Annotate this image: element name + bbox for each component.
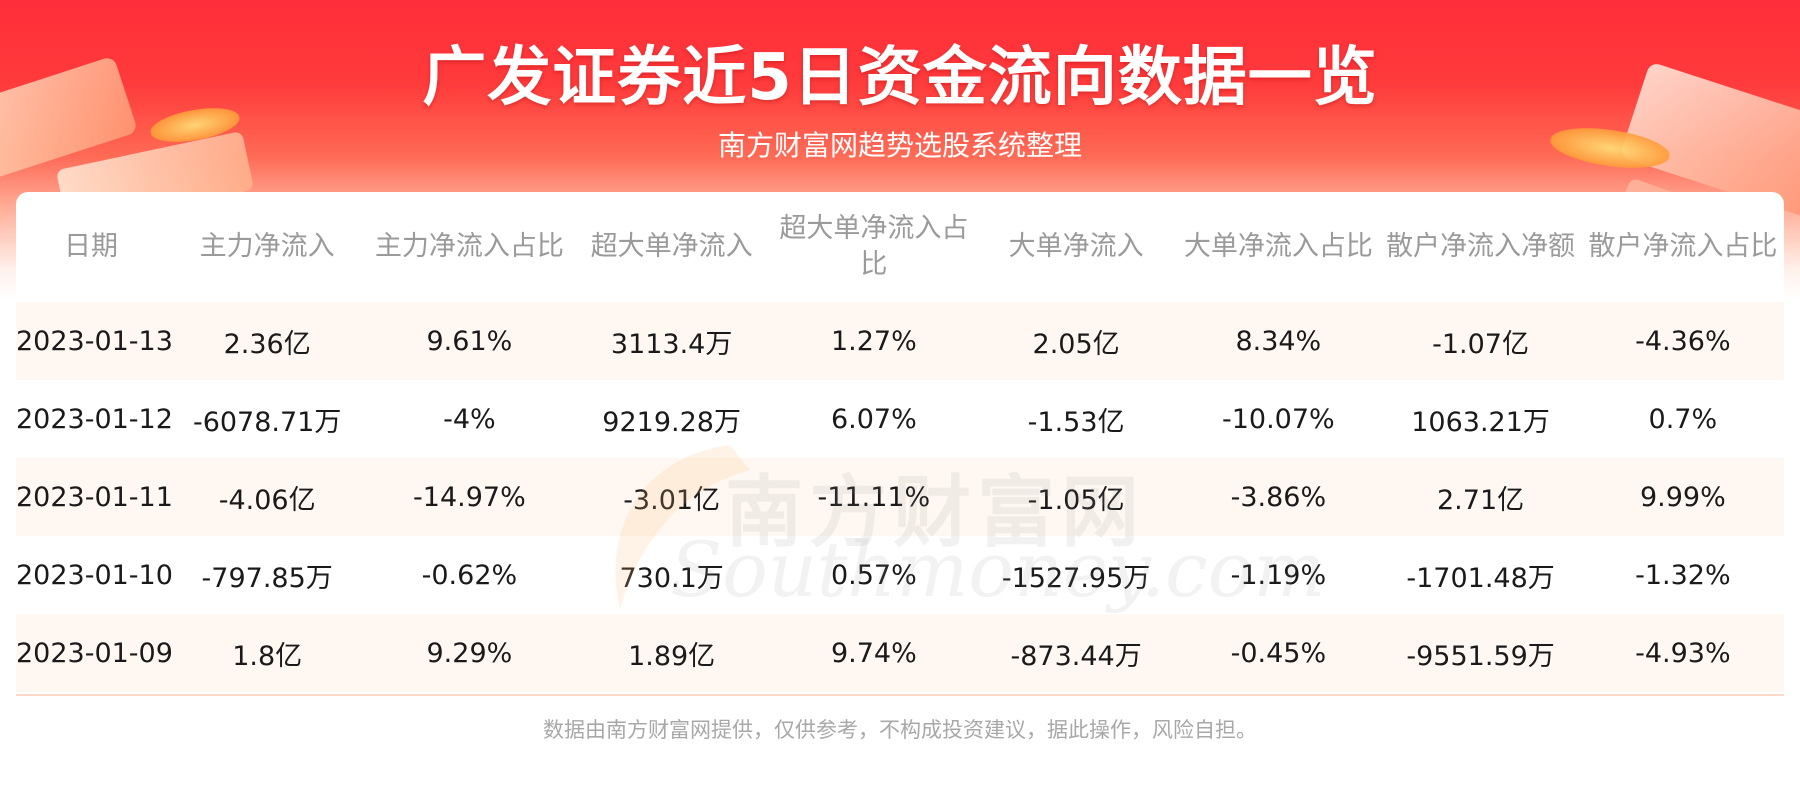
cell-large-order-net-inflow-ratio: -0.45% — [1177, 614, 1380, 692]
column-header-retail-net-inflow-ratio: 散户净流入占比 — [1588, 231, 1778, 262]
cell-retail-net-inflow-ratio: 0.7% — [1581, 380, 1784, 458]
cell-main-net-inflow: -6078.71万 — [166, 380, 369, 458]
cell-large-order-net-inflow: -873.44万 — [974, 614, 1178, 692]
cell-date: 2023-01-09 — [16, 614, 173, 692]
table-header-row: 日期 主力净流入 主力净流入占比 超大单净流入 超大单净流入占比 大单净流入 大… — [16, 192, 1784, 302]
cell-main-net-inflow-ratio: -0.62% — [368, 536, 571, 614]
cell-xl-order-net-inflow-ratio: 9.74% — [772, 614, 975, 692]
table-row: 2023-01-11 -4.06亿 -14.97% -3.01亿 -11.11%… — [16, 458, 1784, 536]
column-header-main-net-inflow-ratio: 主力净流入占比 — [374, 231, 564, 262]
cell-retail-net-inflow: -1701.48万 — [1379, 536, 1582, 614]
cell-large-order-net-inflow-ratio: -10.07% — [1177, 380, 1380, 458]
cell-date: 2023-01-10 — [16, 536, 173, 614]
cell-xl-order-net-inflow: -3.01亿 — [570, 458, 773, 536]
column-header-large-order-net-inflow-ratio: 大单净流入占比 — [1183, 231, 1373, 262]
cell-retail-net-inflow-ratio: -4.93% — [1581, 614, 1784, 692]
column-header-large-order-net-inflow: 大单净流入 — [1008, 231, 1144, 262]
cell-retail-net-inflow-ratio: -1.32% — [1581, 536, 1784, 614]
cell-date: 2023-01-11 — [16, 458, 173, 536]
footer-divider — [16, 694, 1784, 696]
cell-xl-order-net-inflow-ratio: 6.07% — [772, 380, 975, 458]
disclaimer-text: 数据由南方财富网提供，仅供参考，不构成投资建议，据此操作，风险自担。 — [543, 718, 1257, 742]
cell-retail-net-inflow: -9551.59万 — [1379, 614, 1582, 692]
cell-retail-net-inflow: 1063.21万 — [1379, 380, 1582, 458]
cell-large-order-net-inflow: 2.05亿 — [974, 302, 1178, 380]
cell-main-net-inflow-ratio: -14.97% — [368, 458, 571, 536]
table-row: 2023-01-12 -6078.71万 -4% 9219.28万 6.07% … — [16, 380, 1784, 458]
cell-large-order-net-inflow-ratio: -3.86% — [1177, 458, 1380, 536]
cell-large-order-net-inflow-ratio: 8.34% — [1177, 302, 1380, 380]
cell-retail-net-inflow: 2.71亿 — [1379, 458, 1582, 536]
column-header-main-net-inflow: 主力净流入 — [199, 231, 335, 262]
cell-main-net-inflow: 1.8亿 — [166, 614, 369, 692]
cell-xl-order-net-inflow-ratio: -11.11% — [772, 458, 975, 536]
page-title: 广发证券近5日资金流向数据一览 — [422, 41, 1378, 115]
table-row: 2023-01-13 2.36亿 9.61% 3113.4万 1.27% 2.0… — [16, 302, 1784, 380]
cell-date: 2023-01-12 — [16, 380, 173, 458]
cell-large-order-net-inflow: -1.05亿 — [974, 458, 1178, 536]
cell-main-net-inflow-ratio: 9.61% — [368, 302, 571, 380]
table-row: 2023-01-09 1.8亿 9.29% 1.89亿 9.74% -873.4… — [16, 614, 1784, 692]
cell-main-net-inflow-ratio: -4% — [368, 380, 571, 458]
cell-xl-order-net-inflow: 9219.28万 — [570, 380, 773, 458]
cell-main-net-inflow: 2.36亿 — [166, 302, 369, 380]
column-header-xl-order-net-inflow-ratio: 超大单净流入占比 — [779, 213, 969, 280]
column-header-date: 日期 — [64, 231, 119, 262]
cell-date: 2023-01-13 — [16, 302, 173, 380]
cell-xl-order-net-inflow: 3113.4万 — [570, 302, 773, 380]
cell-retail-net-inflow: -1.07亿 — [1379, 302, 1582, 380]
cell-main-net-inflow-ratio: 9.29% — [368, 614, 571, 692]
column-header-xl-order-net-inflow: 超大单净流入 — [590, 231, 753, 262]
table-row: 2023-01-10 -797.85万 -0.62% 730.1万 0.57% … — [16, 536, 1784, 614]
cell-xl-order-net-inflow: 730.1万 — [570, 536, 773, 614]
cell-large-order-net-inflow: -1527.95万 — [974, 536, 1178, 614]
fund-flow-table: 日期 主力净流入 主力净流入占比 超大单净流入 超大单净流入占比 大单净流入 大… — [16, 192, 1784, 692]
cell-xl-order-net-inflow-ratio: 1.27% — [772, 302, 975, 380]
cell-xl-order-net-inflow-ratio: 0.57% — [772, 536, 975, 614]
cell-xl-order-net-inflow: 1.89亿 — [570, 614, 773, 692]
cell-large-order-net-inflow-ratio: -1.19% — [1177, 536, 1380, 614]
column-header-retail-net-inflow: 散户净流入净额 — [1386, 231, 1576, 262]
page-subtitle: 南方财富网趋势选股系统整理 — [717, 129, 1082, 162]
cell-main-net-inflow: -797.85万 — [166, 536, 369, 614]
cell-retail-net-inflow-ratio: -4.36% — [1581, 302, 1784, 380]
cell-main-net-inflow: -4.06亿 — [166, 458, 369, 536]
cell-large-order-net-inflow: -1.53亿 — [974, 380, 1178, 458]
cell-retail-net-inflow-ratio: 9.99% — [1581, 458, 1784, 536]
